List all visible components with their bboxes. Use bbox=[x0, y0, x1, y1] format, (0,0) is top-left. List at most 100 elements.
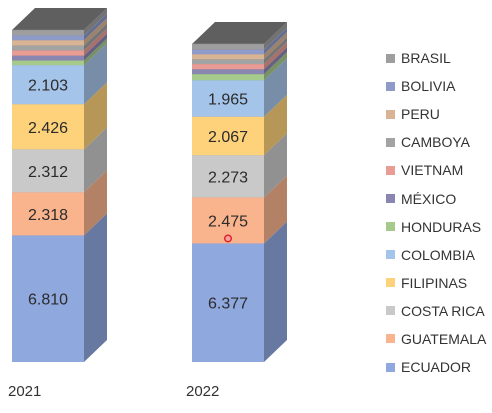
x-tick-label-2021: 2021 bbox=[8, 383, 42, 400]
legend-swatch bbox=[386, 53, 395, 63]
bar-segment-honduras-2022 bbox=[192, 74, 264, 81]
legend-item-mexico: MÉXICO bbox=[378, 184, 492, 212]
data-label-ecuador-2021: 6.810 bbox=[28, 292, 68, 309]
bar-segment-peru-2021 bbox=[12, 40, 84, 46]
legend-swatch bbox=[386, 194, 395, 204]
bar-segment-costa-rica-2021 bbox=[12, 149, 84, 193]
bar-side-costa-rica-2022 bbox=[264, 133, 287, 198]
legend-swatch bbox=[386, 306, 395, 316]
legend-label: HONDURAS bbox=[401, 218, 482, 235]
x-tick-label-2022: 2022 bbox=[186, 383, 220, 400]
legend-item-honduras: HONDURAS bbox=[378, 213, 492, 241]
legend-label: GUATEMALA bbox=[401, 330, 487, 347]
bar-segment-brasil-2021 bbox=[12, 30, 84, 36]
bar-segment-ecuador-2021 bbox=[12, 235, 84, 362]
legend-item-guatemala: GUATEMALA bbox=[378, 325, 492, 353]
bar-side-guatemala-2022 bbox=[264, 175, 287, 244]
legend-item-costa-rica: COSTA RICA bbox=[378, 297, 492, 325]
bar-top-2022 bbox=[192, 21, 287, 44]
chart-legend: BRASIL BOLIVIA PERU CAMBOYA VIETNAM MÉXICO HON… bbox=[378, 44, 492, 381]
legend-item-filipinas: FILIPINAS bbox=[378, 269, 492, 297]
legend-item-ecuador: ECUADOR bbox=[378, 353, 492, 381]
bar-segment-colombia-2021 bbox=[12, 65, 84, 105]
bar-side-bolivia-2021 bbox=[84, 13, 107, 41]
legend-item-bolivia: BOLIVIA bbox=[378, 72, 492, 100]
bar-segment-camboya-2022 bbox=[192, 59, 264, 65]
bar-side-peru-2021 bbox=[84, 18, 107, 46]
legend-item-colombia: COLOMBIA bbox=[378, 241, 492, 269]
bar-side-honduras-2021 bbox=[84, 38, 107, 66]
bar-segment-bolivia-2022 bbox=[192, 49, 264, 55]
legend-swatch bbox=[386, 362, 395, 372]
legend-label: COSTA RICA bbox=[401, 302, 485, 319]
legend-swatch bbox=[386, 165, 395, 175]
legend-item-brasil: BRASIL bbox=[378, 44, 492, 72]
bar-segment-costa-rica-2022 bbox=[192, 155, 264, 198]
bar-segment-mexico-2022 bbox=[192, 69, 264, 75]
bar-segment-honduras-2021 bbox=[12, 60, 84, 66]
legend-swatch bbox=[386, 250, 395, 260]
highlight-marker bbox=[223, 234, 232, 243]
data-label-guatemala-2021: 2.318 bbox=[28, 207, 68, 224]
legend-item-vietnam: VIETNAM bbox=[378, 156, 492, 184]
bar-side-brasil-2021 bbox=[84, 8, 107, 36]
legend-label: PERU bbox=[401, 106, 440, 123]
bar-side-filipinas-2022 bbox=[264, 94, 287, 156]
bar-segment-ecuador-2022 bbox=[192, 243, 264, 362]
bar-side-guatemala-2021 bbox=[84, 170, 107, 236]
bar-segment-vietnam-2021 bbox=[12, 50, 84, 56]
legend-swatch bbox=[386, 334, 395, 344]
bar-segment-mexico-2021 bbox=[12, 55, 84, 61]
legend-label: ECUADOR bbox=[401, 359, 472, 376]
legend-label: CAMBOYA bbox=[401, 134, 470, 151]
legend-swatch bbox=[386, 222, 395, 232]
legend-label: VIETNAM bbox=[401, 162, 464, 179]
bar-side-peru-2022 bbox=[264, 32, 287, 60]
legend-swatch bbox=[386, 81, 395, 91]
bar-side-ecuador-2022 bbox=[264, 221, 287, 362]
bar-side-camboya-2021 bbox=[84, 23, 107, 51]
bar-side-vietnam-2021 bbox=[84, 28, 107, 56]
bar-segment-camboya-2021 bbox=[12, 45, 84, 51]
bar-side-costa-rica-2021 bbox=[84, 127, 107, 193]
data-label-colombia-2021: 2.103 bbox=[28, 78, 68, 95]
data-label-guatemala-2022: 2.475 bbox=[208, 213, 248, 230]
data-label-filipinas-2022: 2.067 bbox=[208, 129, 248, 146]
bar-side-honduras-2022 bbox=[264, 52, 287, 81]
bar-segment-filipinas-2022 bbox=[192, 116, 264, 156]
bar-side-colombia-2022 bbox=[264, 58, 287, 117]
data-label-costa-rica-2022: 2.273 bbox=[208, 169, 248, 186]
bar-side-mexico-2022 bbox=[264, 47, 287, 75]
data-label-costa-rica-2021: 2.312 bbox=[28, 164, 68, 181]
data-label-filipinas-2021: 2.426 bbox=[28, 120, 68, 137]
bar-side-mexico-2021 bbox=[84, 33, 107, 61]
legend-label: BOLIVIA bbox=[401, 78, 456, 95]
legend-swatch bbox=[386, 109, 395, 119]
bar-segment-vietnam-2022 bbox=[192, 64, 264, 70]
legend-label: FILIPINAS bbox=[401, 274, 468, 291]
legend-label: MÉXICO bbox=[401, 190, 457, 207]
legend-swatch bbox=[386, 278, 395, 288]
bar-segment-brasil-2022 bbox=[192, 43, 264, 50]
bar-segment-filipinas-2021 bbox=[12, 104, 84, 150]
bar-side-camboya-2022 bbox=[264, 37, 287, 65]
legend-item-camboya: CAMBOYA bbox=[378, 128, 492, 156]
bar-side-filipinas-2021 bbox=[84, 82, 107, 150]
bar-side-brasil-2022 bbox=[264, 21, 287, 50]
bar-side-vietnam-2022 bbox=[264, 42, 287, 70]
legend-item-peru: PERU bbox=[378, 100, 492, 128]
bar-side-bolivia-2022 bbox=[264, 27, 287, 55]
legend-swatch bbox=[386, 137, 395, 147]
bar-side-colombia-2021 bbox=[84, 43, 107, 105]
data-label-ecuador-2022: 6.377 bbox=[208, 296, 248, 313]
data-label-colombia-2022: 1.965 bbox=[208, 91, 248, 108]
bar-segment-guatemala-2021 bbox=[12, 192, 84, 236]
bar-segment-bolivia-2021 bbox=[12, 35, 84, 41]
bar-segment-colombia-2022 bbox=[192, 80, 264, 117]
bar-segment-peru-2022 bbox=[192, 54, 264, 60]
bar-top-2021 bbox=[12, 8, 107, 30]
legend-label: BRASIL bbox=[401, 50, 451, 67]
bar-side-ecuador-2021 bbox=[84, 213, 107, 362]
